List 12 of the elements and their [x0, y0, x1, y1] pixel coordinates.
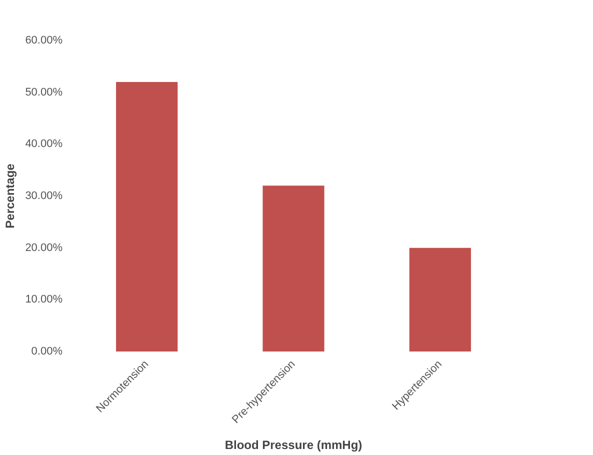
bar — [409, 248, 471, 352]
y-axis-title: Percentage — [3, 163, 18, 228]
bar — [262, 186, 324, 352]
y-tick-label: 0.00% — [31, 346, 63, 358]
y-tick-label: 40.00% — [25, 138, 63, 150]
y-tick-label: 50.00% — [25, 86, 63, 98]
y-tick-label: 60.00% — [25, 34, 63, 46]
y-tick-label: 30.00% — [25, 190, 63, 202]
y-tick-label: 10.00% — [25, 294, 63, 306]
bar — [116, 82, 178, 352]
y-tick-label: 20.00% — [25, 242, 63, 254]
x-axis-title: Blood Pressure (mmHg) — [224, 438, 362, 452]
